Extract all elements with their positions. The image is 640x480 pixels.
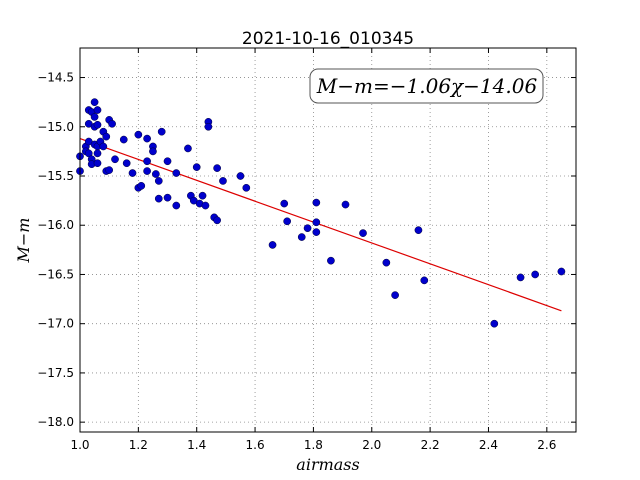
data-point [359, 229, 367, 237]
data-point [134, 130, 143, 139]
y-tick-label: −16.0 [37, 218, 74, 232]
data-point [163, 157, 172, 166]
data-point [283, 217, 292, 226]
data-point [157, 127, 166, 136]
y-tick-label: −14.5 [37, 71, 74, 85]
y-tick-labels: −14.5 −15.0 −15.5 −16.0 −16.5 −17.0 −17.5 −18.0 [37, 71, 74, 430]
data-point [198, 191, 207, 200]
data-point [143, 167, 151, 175]
annotation-box [309, 68, 544, 104]
data-point [154, 194, 163, 203]
x-tick-label: 2.6 [537, 438, 556, 452]
data-point [102, 132, 111, 141]
data-point [184, 144, 192, 153]
data-point [391, 291, 399, 299]
x-tick-label: 1.4 [187, 438, 206, 452]
data-point [93, 106, 102, 114]
grid [79, 48, 576, 432]
x-axis-label: airmass [296, 455, 359, 474]
data-point [192, 163, 201, 171]
data-point [137, 181, 146, 190]
x-tick-label: 1.0 [70, 438, 89, 452]
data-point [516, 273, 525, 282]
data-point [303, 224, 312, 233]
data-point [531, 270, 540, 279]
fit-equation-annotation: M−m=−1.06χ−14.06 [309, 68, 544, 104]
data-point [143, 134, 151, 143]
data-point [93, 120, 102, 129]
data-point [312, 228, 321, 236]
data-point [154, 177, 163, 185]
y-tick-label: −18.0 [37, 415, 74, 429]
data-point [128, 169, 137, 177]
data-point [105, 166, 114, 174]
data-point [99, 142, 108, 151]
data-point [108, 119, 116, 128]
data-point [119, 135, 128, 144]
data-point [90, 113, 99, 121]
data-point [219, 177, 227, 185]
x-tick-labels: 1.0 1.2 1.4 1.6 1.8 2.0 2.2 2.4 2.6 [70, 438, 556, 452]
fit-line-segment [79, 138, 562, 312]
data-point [280, 199, 289, 208]
annotation-text: M−m=−1.06χ−14.06 [316, 74, 538, 98]
data-point [122, 159, 131, 168]
data-point [143, 157, 151, 166]
data-points [76, 98, 566, 328]
x-tick-label: 2.4 [479, 438, 498, 452]
data-point [341, 200, 350, 209]
data-point [152, 170, 160, 178]
y-tick-label: −15.0 [37, 120, 74, 134]
plot-frame [79, 47, 577, 433]
data-point [382, 258, 391, 267]
x-tick-label: 2.2 [421, 438, 440, 452]
y-tick-label: −17.5 [37, 366, 74, 380]
data-point [312, 218, 321, 227]
data-point [172, 201, 181, 210]
axis-ticks [79, 48, 576, 432]
data-point [213, 216, 221, 225]
x-tick-label: 1.8 [304, 438, 323, 452]
data-point [557, 267, 566, 276]
data-point [242, 183, 251, 192]
x-tick-label: 1.6 [246, 438, 265, 452]
data-point [213, 164, 221, 172]
data-point [268, 241, 277, 249]
y-tick-label: −16.5 [37, 267, 74, 281]
data-point [201, 201, 210, 210]
chart-title: 2021-10-16_010345 [242, 29, 414, 49]
data-point [93, 149, 102, 158]
fit-line [79, 138, 562, 312]
data-point [149, 147, 157, 156]
data-point [93, 159, 102, 168]
y-tick-label: −17.0 [37, 317, 74, 331]
x-tick-label: 1.2 [129, 438, 148, 452]
data-point [163, 193, 172, 202]
x-tick-label: 2.0 [362, 438, 381, 452]
data-point [90, 98, 99, 107]
data-point [490, 319, 499, 328]
data-point [297, 233, 306, 241]
data-point [420, 276, 429, 285]
y-tick-label: −15.5 [37, 169, 74, 183]
data-point [172, 169, 181, 177]
data-point [312, 198, 321, 207]
data-point [111, 155, 119, 164]
data-point [414, 226, 423, 235]
data-point [236, 172, 245, 180]
data-point [204, 122, 213, 131]
data-point [327, 256, 335, 265]
y-axis-label: M−m [14, 218, 33, 264]
